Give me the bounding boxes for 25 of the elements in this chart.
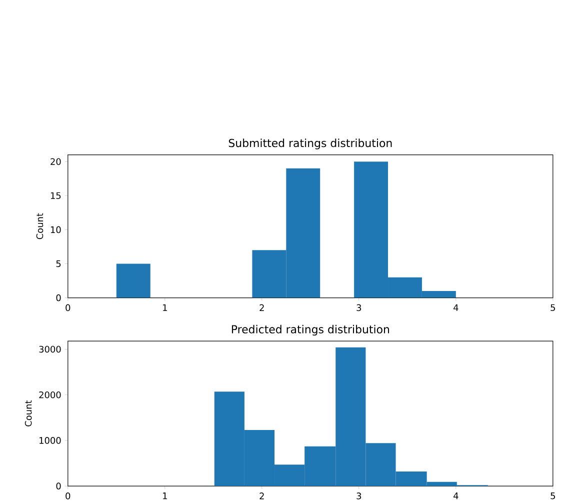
y-tick-label: 10 <box>50 226 61 234</box>
y-tick-label: 3000 <box>39 346 61 353</box>
y-tick-label: 20 <box>50 158 61 166</box>
x-tick-label: 0 <box>66 304 70 312</box>
x-tick-label: 0 <box>66 492 70 500</box>
y-axis-title: Count <box>24 400 32 427</box>
y-tick-label: 15 <box>50 192 61 200</box>
x-tick-label: 3 <box>356 304 362 312</box>
x-tick-label: 4 <box>453 304 458 312</box>
x-tick-label: 4 <box>453 492 458 500</box>
y-tick-label: 0 <box>56 294 61 302</box>
x-tick-label: 5 <box>550 304 555 312</box>
x-tick-label: 5 <box>550 492 555 500</box>
x-tick-label: 2 <box>260 304 264 312</box>
y-tick-label: 2000 <box>39 392 61 398</box>
chart-title: Submitted ratings distribution <box>228 138 392 150</box>
x-tick-label: 3 <box>356 492 362 500</box>
y-tick-label: 0 <box>56 482 61 490</box>
x-tick-label: 1 <box>163 492 167 500</box>
y-tick-label: 1000 <box>40 437 61 444</box>
x-tick-label: 1 <box>163 304 167 312</box>
y-axis-title: Count <box>36 213 44 240</box>
x-tick-label: 2 <box>260 492 264 500</box>
chart-title: Predicted ratings distribution <box>232 325 390 336</box>
y-tick-label: 5 <box>56 260 61 268</box>
